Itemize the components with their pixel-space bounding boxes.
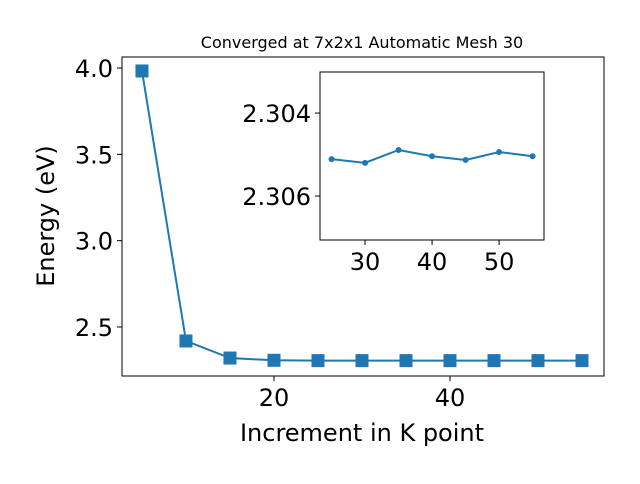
marker: [496, 149, 503, 156]
marker: [399, 354, 413, 368]
marker: [443, 354, 457, 368]
x-axis-label: Increment in K point: [240, 419, 484, 447]
marker: [487, 354, 501, 368]
marker: [267, 353, 281, 367]
marker: [179, 334, 193, 348]
y-tick-label: 2.306: [242, 183, 311, 211]
y-tick-label: 3.0: [75, 228, 113, 256]
marker: [395, 146, 402, 153]
y-tick-label: 2.5: [75, 314, 113, 342]
y-axis-label: Energy (eV): [32, 145, 60, 287]
marker: [311, 354, 325, 368]
marker: [531, 354, 545, 368]
x-tick-label: 40: [435, 384, 466, 412]
x-tick-label: 50: [484, 248, 515, 276]
marker: [355, 354, 369, 368]
x-tick-label: 40: [417, 248, 448, 276]
marker: [328, 156, 335, 163]
axes-frame: [121, 56, 605, 377]
x-tick-label: 20: [259, 384, 290, 412]
y-tick-label: 2.304: [242, 100, 311, 128]
marker: [575, 354, 589, 368]
marker: [529, 153, 536, 160]
marker: [362, 159, 369, 166]
x-tick-label: 30: [350, 248, 381, 276]
y-tick-label: 4.0: [75, 55, 113, 83]
marker: [223, 351, 237, 365]
y-tick-label: 3.5: [75, 141, 113, 169]
marker: [429, 153, 436, 160]
marker: [462, 156, 469, 163]
chart-title: Converged at 7x2x1 Automatic Mesh 30: [201, 33, 523, 52]
marker: [135, 64, 149, 78]
